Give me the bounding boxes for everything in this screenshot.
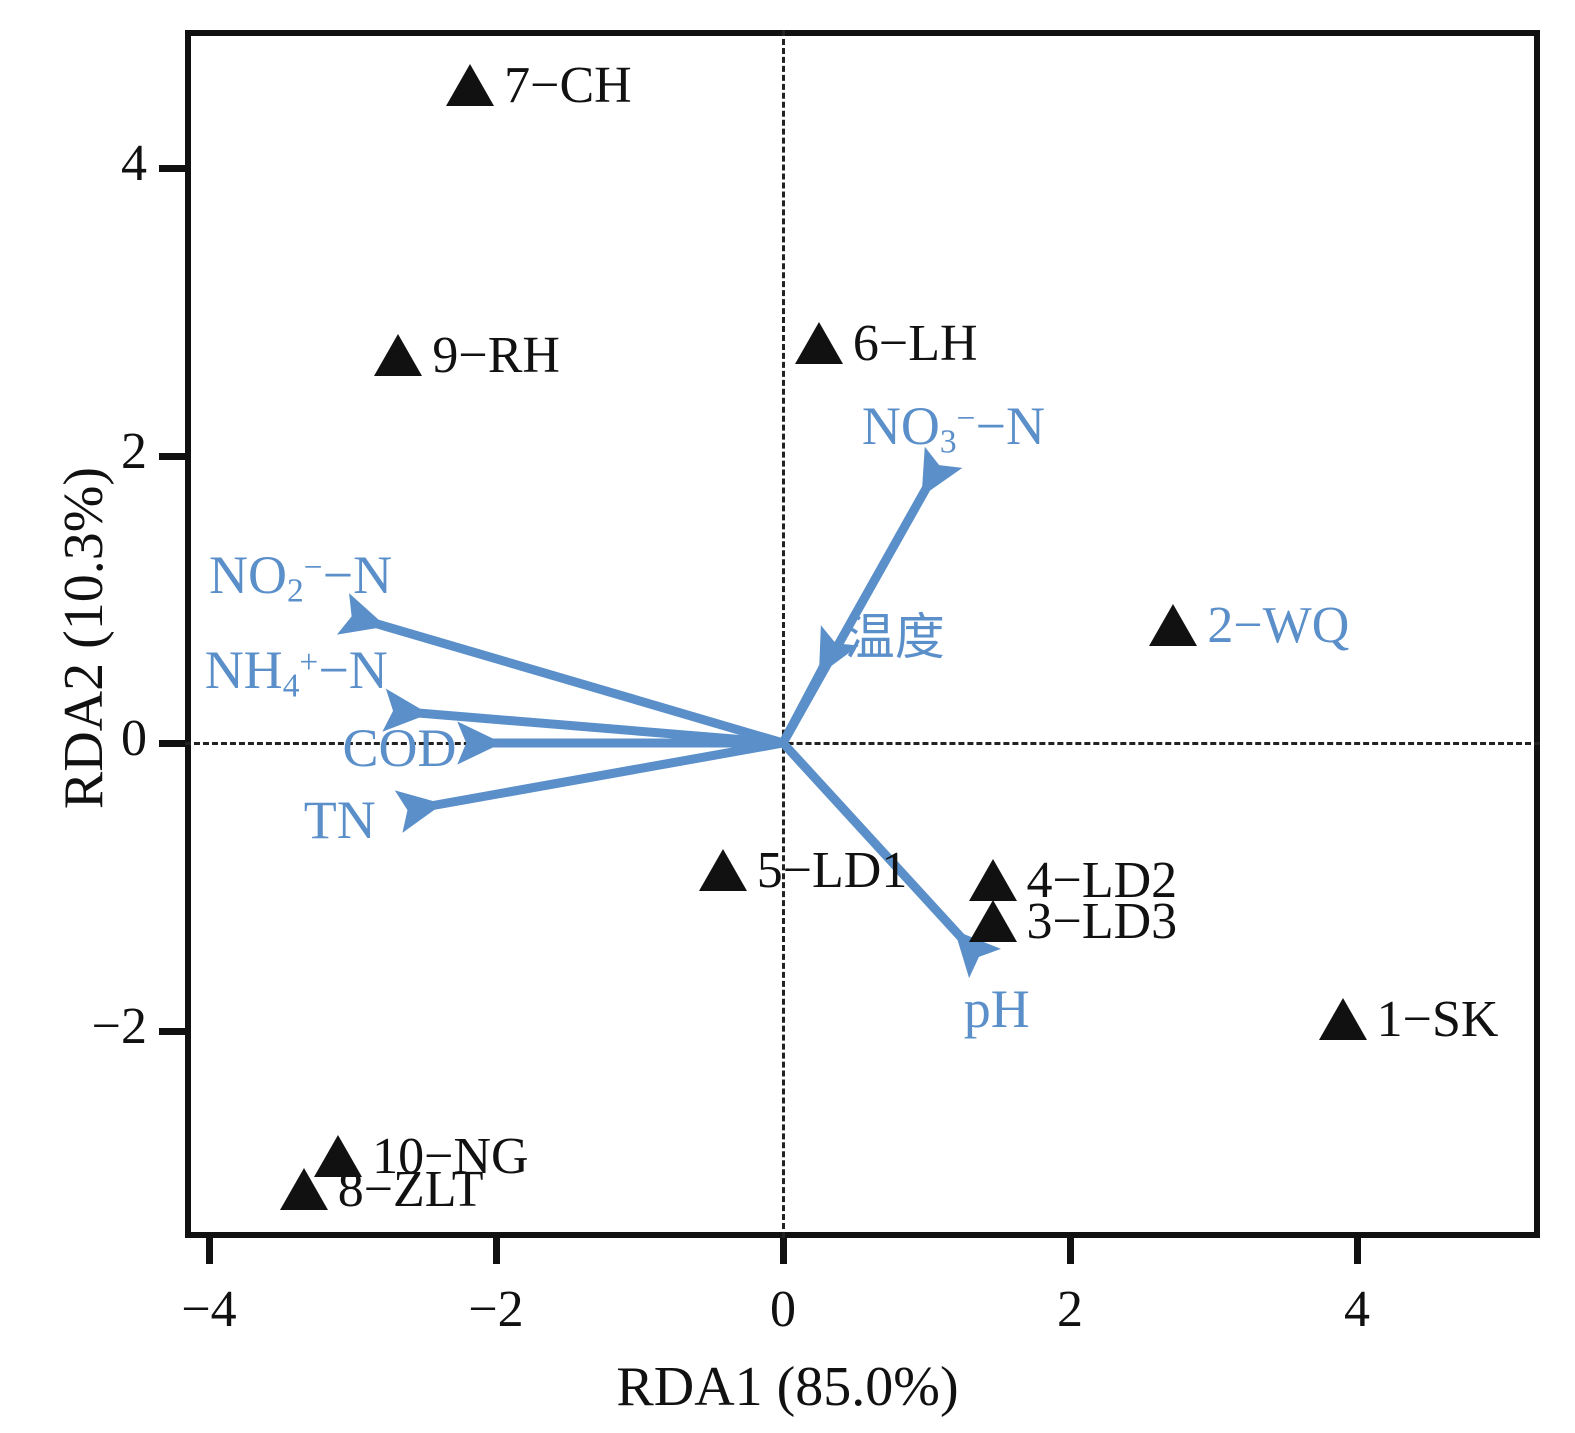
vector-label-pH: pH bbox=[963, 979, 1030, 1040]
sample-point[interactable]: 6−LH bbox=[794, 318, 978, 370]
sample-point-label: 4−LD2 bbox=[1026, 851, 1178, 909]
triangle-marker-icon bbox=[968, 900, 1017, 943]
x-axis-tick-label: −4 bbox=[181, 1281, 237, 1338]
sample-point[interactable]: 5−LD1 bbox=[698, 844, 907, 896]
triangle-marker-icon bbox=[698, 848, 747, 891]
sample-point[interactable]: 10−NG bbox=[314, 1130, 529, 1182]
sample-point[interactable]: 2−WQ bbox=[1149, 600, 1349, 652]
vector-label-TN: TN bbox=[303, 789, 376, 850]
triangle-marker-icon bbox=[374, 333, 423, 376]
x-axis-tick bbox=[1067, 1238, 1074, 1264]
x-axis-title: RDA1 (85.0%) bbox=[616, 1356, 959, 1418]
y-axis-tick-label: 0 bbox=[121, 710, 147, 767]
x-axis-tick bbox=[206, 1238, 213, 1264]
vector-label-NO2-N: NO2−−N bbox=[209, 545, 393, 610]
sample-point[interactable]: 3−LD3 bbox=[968, 896, 1177, 948]
y-axis-tick-label: 4 bbox=[121, 135, 147, 192]
y-axis-tick bbox=[159, 165, 185, 172]
reference-line-vertical bbox=[782, 30, 785, 1238]
y-axis-tick-label: −2 bbox=[91, 997, 147, 1055]
x-axis-tick bbox=[780, 1238, 787, 1264]
triangle-marker-icon bbox=[968, 858, 1017, 901]
sample-point-label: 8−ZLT bbox=[337, 1160, 484, 1218]
sample-point[interactable]: 4−LD2 bbox=[968, 854, 1177, 906]
sample-point[interactable]: 8−ZLT bbox=[279, 1163, 484, 1215]
sample-point-label: 2−WQ bbox=[1207, 597, 1350, 655]
sample-point[interactable]: 9−RH bbox=[374, 329, 560, 381]
sample-point[interactable]: 1−SK bbox=[1318, 994, 1498, 1046]
sample-point-label: 7−CH bbox=[504, 56, 632, 114]
triangle-marker-icon bbox=[279, 1167, 328, 1210]
x-axis-tick-label: 4 bbox=[1344, 1281, 1370, 1338]
sample-point-label: 5−LD1 bbox=[756, 841, 908, 899]
sample-point[interactable]: 7−CH bbox=[446, 59, 632, 111]
vector-label-COD: COD bbox=[342, 717, 457, 778]
sample-point-label: 3−LD3 bbox=[1026, 893, 1178, 951]
vector-label-temperature: 温度 bbox=[844, 607, 945, 666]
triangle-marker-icon bbox=[446, 63, 495, 106]
triangle-marker-icon bbox=[794, 322, 843, 365]
x-axis-tick bbox=[493, 1238, 500, 1264]
y-axis-tick bbox=[159, 452, 185, 460]
vector-label-NH4-N: NH4+−N bbox=[204, 640, 388, 705]
y-axis-tick bbox=[159, 740, 185, 747]
x-axis-tick bbox=[1354, 1238, 1361, 1264]
sample-point-label: 6−LH bbox=[852, 315, 978, 373]
y-axis-tick bbox=[159, 1027, 185, 1035]
x-axis-tick-label: 0 bbox=[770, 1281, 796, 1338]
x-axis-tick-label: −2 bbox=[468, 1281, 524, 1338]
triangle-marker-icon bbox=[1149, 604, 1198, 647]
vector-label-NO3-N: NO3−−N bbox=[861, 395, 1045, 461]
x-axis-tick-label: 2 bbox=[1057, 1281, 1083, 1338]
sample-point-label: 9−RH bbox=[432, 326, 560, 384]
sample-point-label: 1−SK bbox=[1376, 991, 1499, 1048]
triangle-marker-icon bbox=[1318, 998, 1367, 1040]
y-axis-tick-label: 2 bbox=[121, 422, 147, 480]
y-axis-title: RDA2 (10.3%) bbox=[53, 466, 115, 810]
sample-point-label: 10−NG bbox=[372, 1127, 529, 1185]
